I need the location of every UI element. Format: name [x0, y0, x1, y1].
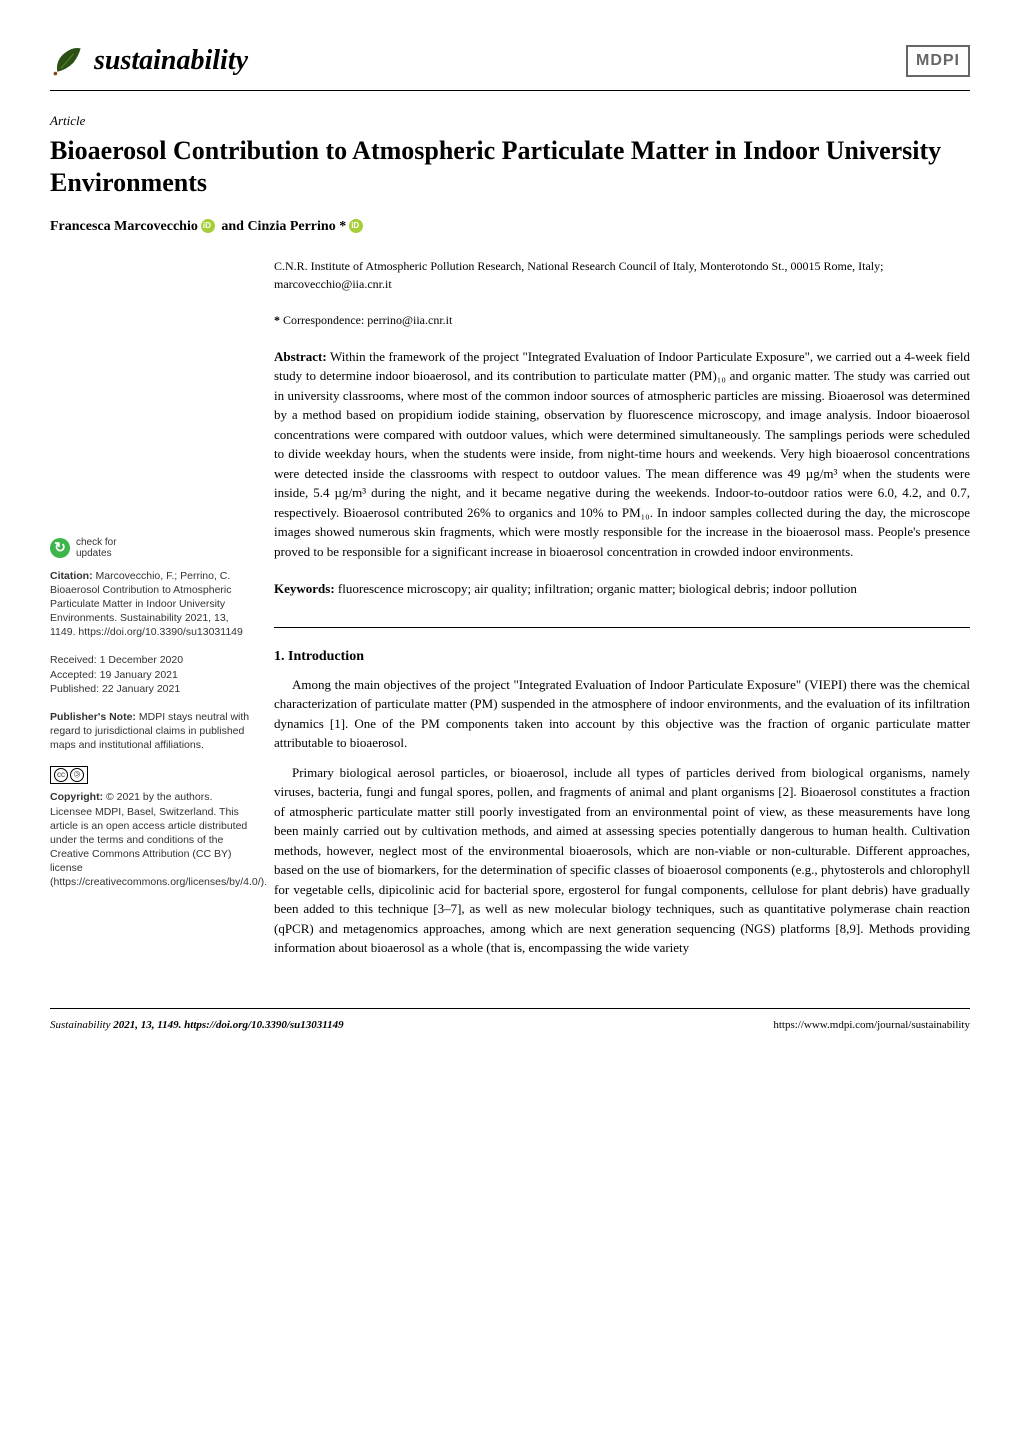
footer-left: Sustainability 2021, 13, 1149. https://d… [50, 1017, 344, 1034]
check-line: check for [76, 537, 117, 548]
author-separator: and [218, 219, 248, 234]
footer-journal: Sustainability [50, 1019, 111, 1031]
check-updates-text: check for updates [76, 537, 117, 559]
author-name: Francesca Marcovecchio [50, 219, 198, 234]
by-icon: 🄯 [70, 768, 84, 782]
correspondence-marker: * [274, 313, 280, 327]
footer-right[interactable]: https://www.mdpi.com/journal/sustainabil… [773, 1017, 970, 1034]
page-header: sustainability MDPI [50, 40, 970, 91]
cc-icon: cc [54, 768, 68, 782]
sidebar: ↻ check for updates Citation: Marcovecch… [50, 257, 250, 968]
orcid-icon[interactable] [201, 219, 215, 233]
article-title: Bioaerosol Contribution to Atmospheric P… [50, 135, 970, 200]
published-date: Published: 22 January 2021 [50, 682, 250, 696]
keywords-text: fluorescence microscopy; air quality; in… [338, 581, 857, 596]
citation-block: Citation: Marcovecchio, F.; Perrino, C. … [50, 569, 250, 640]
keywords-label: Keywords: [274, 581, 335, 596]
journal-name: sustainability [94, 40, 248, 82]
abstract: Abstract: Within the framework of the pr… [274, 347, 970, 562]
license-block: cc 🄯 Copyright: © 2021 by the authors. L… [50, 766, 250, 889]
publisher-logo: MDPI [906, 45, 970, 77]
dates-block: Received: 1 December 2020 Accepted: 19 J… [50, 653, 250, 696]
leaf-icon [50, 43, 86, 79]
section-heading: 1. Introduction [274, 646, 970, 667]
publisher-note: Publisher's Note: MDPI stays neutral wit… [50, 710, 250, 753]
check-updates-badge[interactable]: ↻ check for updates [50, 537, 250, 559]
check-icon: ↻ [50, 538, 70, 558]
article-type: Article [50, 111, 970, 131]
keywords: Keywords: fluorescence microscopy; air q… [274, 579, 970, 599]
affiliation: C.N.R. Institute of Atmospheric Pollutio… [274, 257, 970, 293]
check-line: updates [76, 548, 117, 559]
publisher-note-label: Publisher's Note: [50, 711, 136, 723]
correspondence: * Correspondence: perrino@iia.cnr.it [274, 311, 970, 329]
citation-label: Citation: [50, 570, 93, 582]
copyright-label: Copyright: [50, 791, 103, 803]
orcid-icon[interactable] [349, 219, 363, 233]
body-paragraph: Among the main objectives of the project… [274, 675, 970, 753]
footer-citation: 2021, 13, 1149. https://doi.org/10.3390/… [111, 1019, 344, 1031]
copyright-text: © 2021 by the authors. Licensee MDPI, Ba… [50, 791, 267, 888]
received-date: Received: 1 December 2020 [50, 653, 250, 667]
cc-badge: cc 🄯 [50, 766, 88, 784]
accepted-date: Accepted: 19 January 2021 [50, 668, 250, 682]
correspondence-text: Correspondence: perrino@iia.cnr.it [283, 313, 452, 327]
author-name: Cinzia Perrino * [247, 219, 346, 234]
main-content: C.N.R. Institute of Atmospheric Pollutio… [274, 257, 970, 968]
journal-logo-block: sustainability [50, 40, 248, 82]
cc-icons: cc 🄯 [50, 766, 250, 784]
page-footer: Sustainability 2021, 13, 1149. https://d… [50, 1008, 970, 1034]
divider [274, 627, 970, 628]
authors-line: Francesca Marcovecchio and Cinzia Perrin… [50, 216, 970, 237]
abstract-label: Abstract: [274, 349, 327, 364]
abstract-text: Within the framework of the project "Int… [274, 349, 970, 559]
body-paragraph: Primary biological aerosol particles, or… [274, 763, 970, 958]
